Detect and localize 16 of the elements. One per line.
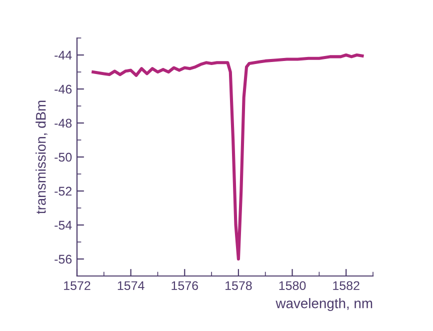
y-tick-label: -48 [54,118,72,128]
x-tick-label: 1572 [64,281,90,290]
y-tick-label: -46 [54,84,72,94]
y-axis-title: transmission, dBm [36,100,48,214]
y-tick-label: -56 [54,254,72,264]
x-tick-label: 1580 [279,281,306,290]
x-axis-title: wavelength, nm [276,298,372,312]
y-tick-label: -50 [54,152,72,162]
x-tick-label: 1578 [226,281,252,290]
x-tick-label: 1576 [172,281,198,290]
x-tick-label: 1582 [333,281,360,290]
x-tick-label: 1574 [118,281,144,290]
y-tick-label: -52 [54,186,72,196]
y-tick-label: -54 [54,220,72,230]
line-series [92,53,364,261]
y-tick-label: -44 [54,50,72,60]
